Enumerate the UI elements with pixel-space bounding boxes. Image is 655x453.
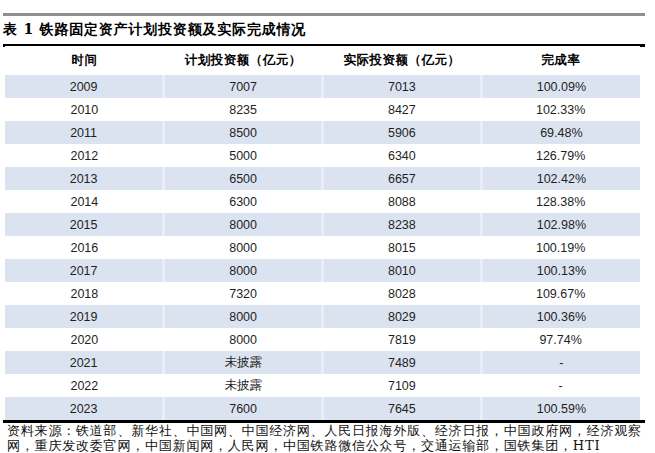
table-cell: 5000 (164, 144, 323, 167)
table-cell: 8500 (164, 121, 323, 144)
table-cell: 102.33% (481, 98, 640, 121)
table-row: 20208000781997.74% (5, 328, 640, 351)
table-cell: 2023 (5, 397, 164, 420)
table-cell: 8010 (323, 259, 482, 282)
table-cell: 2022 (5, 374, 164, 397)
table-row: 201250006340126.79% (5, 144, 640, 167)
table-cell: 7489 (323, 351, 482, 374)
table-cell: 100.36% (481, 305, 640, 328)
table-cell: 2018 (5, 282, 164, 305)
table-cell: 6500 (164, 167, 323, 190)
table-row: 2022未披露7109- (5, 374, 640, 397)
table-cell: - (481, 374, 640, 397)
table-row: 201082358427102.33% (5, 98, 640, 121)
table-cell: 7600 (164, 397, 323, 420)
table-cell: 6657 (323, 167, 482, 190)
table-cell: 2014 (5, 190, 164, 213)
column-header-0: 时间 (5, 46, 164, 75)
table-cell: 8029 (323, 305, 482, 328)
table-cell: 7320 (164, 282, 323, 305)
table-row: 201365006657102.42% (5, 167, 640, 190)
table-cell: 未披露 (164, 351, 323, 374)
table-cell: 2013 (5, 167, 164, 190)
table-cell: 2019 (5, 305, 164, 328)
report-table-section: 表 1 铁路固定资产计划投资额及实际完成情况 时间计划投资额（亿元）实际投资额（… (0, 0, 655, 453)
table-row: 201463008088128.38% (5, 190, 640, 213)
top-divider (3, 13, 645, 16)
table-cell: 8000 (164, 259, 323, 282)
table-cell: 7819 (323, 328, 482, 351)
table-row: 201980008029100.36% (5, 305, 640, 328)
table-row: 20118500590669.48% (5, 121, 640, 144)
table-cell: 7013 (323, 75, 482, 98)
table-cell: 2015 (5, 213, 164, 236)
column-header-3: 完成率 (481, 46, 640, 75)
table-cell: 100.19% (481, 236, 640, 259)
table-cell: 2012 (5, 144, 164, 167)
source-note: 资料来源：铁道部、新华社、中国网、中国经济网、人民日报海外版、经济日报，中国政府… (3, 424, 655, 453)
table-cell: 8427 (323, 98, 482, 121)
table-cell: 8000 (164, 236, 323, 259)
table-cell: 2017 (5, 259, 164, 282)
table-cell: 6340 (323, 144, 482, 167)
table-cell: 未披露 (164, 374, 323, 397)
table-row: 201873208028109.67% (5, 282, 640, 305)
table-row: 202376007645100.59% (5, 397, 640, 420)
column-header-1: 计划投资额（亿元） (164, 46, 323, 75)
table-header-row: 时间计划投资额（亿元）实际投资额（亿元）完成率 (5, 46, 640, 75)
table-title: 表 1 铁路固定资产计划投资额及实际完成情况 (3, 21, 306, 39)
table-cell: 102.98% (481, 213, 640, 236)
table-row: 201680008015100.19% (5, 236, 640, 259)
table-body: 200970077013100.09%201082358427102.33%20… (5, 75, 640, 420)
table-cell: 8000 (164, 305, 323, 328)
table-cell: 69.48% (481, 121, 640, 144)
table-cell: 2021 (5, 351, 164, 374)
table-cell: 7007 (164, 75, 323, 98)
table-row: 201580008238102.98% (5, 213, 640, 236)
table-cell: - (481, 351, 640, 374)
table-cell: 2009 (5, 75, 164, 98)
table-cell: 100.13% (481, 259, 640, 282)
table-cell: 7109 (323, 374, 482, 397)
table-cell: 5906 (323, 121, 482, 144)
investment-table: 时间计划投资额（亿元）实际投资额（亿元）完成率 200970077013100.… (5, 46, 640, 420)
table-cell: 128.38% (481, 190, 640, 213)
table-cell: 2020 (5, 328, 164, 351)
table-cell: 102.42% (481, 167, 640, 190)
table-cell: 6300 (164, 190, 323, 213)
table-head: 时间计划投资额（亿元）实际投资额（亿元）完成率 (5, 46, 640, 75)
table-cell: 8015 (323, 236, 482, 259)
column-header-2: 实际投资额（亿元） (323, 46, 482, 75)
table-cell: 2016 (5, 236, 164, 259)
table-row: 2021未披露7489- (5, 351, 640, 374)
table-cell: 100.09% (481, 75, 640, 98)
table-cell: 8238 (323, 213, 482, 236)
table-cell: 7645 (323, 397, 482, 420)
table-cell: 8028 (323, 282, 482, 305)
table-cell: 8000 (164, 328, 323, 351)
table-cell: 2010 (5, 98, 164, 121)
table-row: 201780008010100.13% (5, 259, 640, 282)
table-cell: 100.59% (481, 397, 640, 420)
table-cell: 109.67% (481, 282, 640, 305)
table-cell: 126.79% (481, 144, 640, 167)
table-cell: 8235 (164, 98, 323, 121)
table-row: 200970077013100.09% (5, 75, 640, 98)
table-cell: 8000 (164, 213, 323, 236)
table-cell: 8088 (323, 190, 482, 213)
table-cell: 2011 (5, 121, 164, 144)
table-cell: 97.74% (481, 328, 640, 351)
